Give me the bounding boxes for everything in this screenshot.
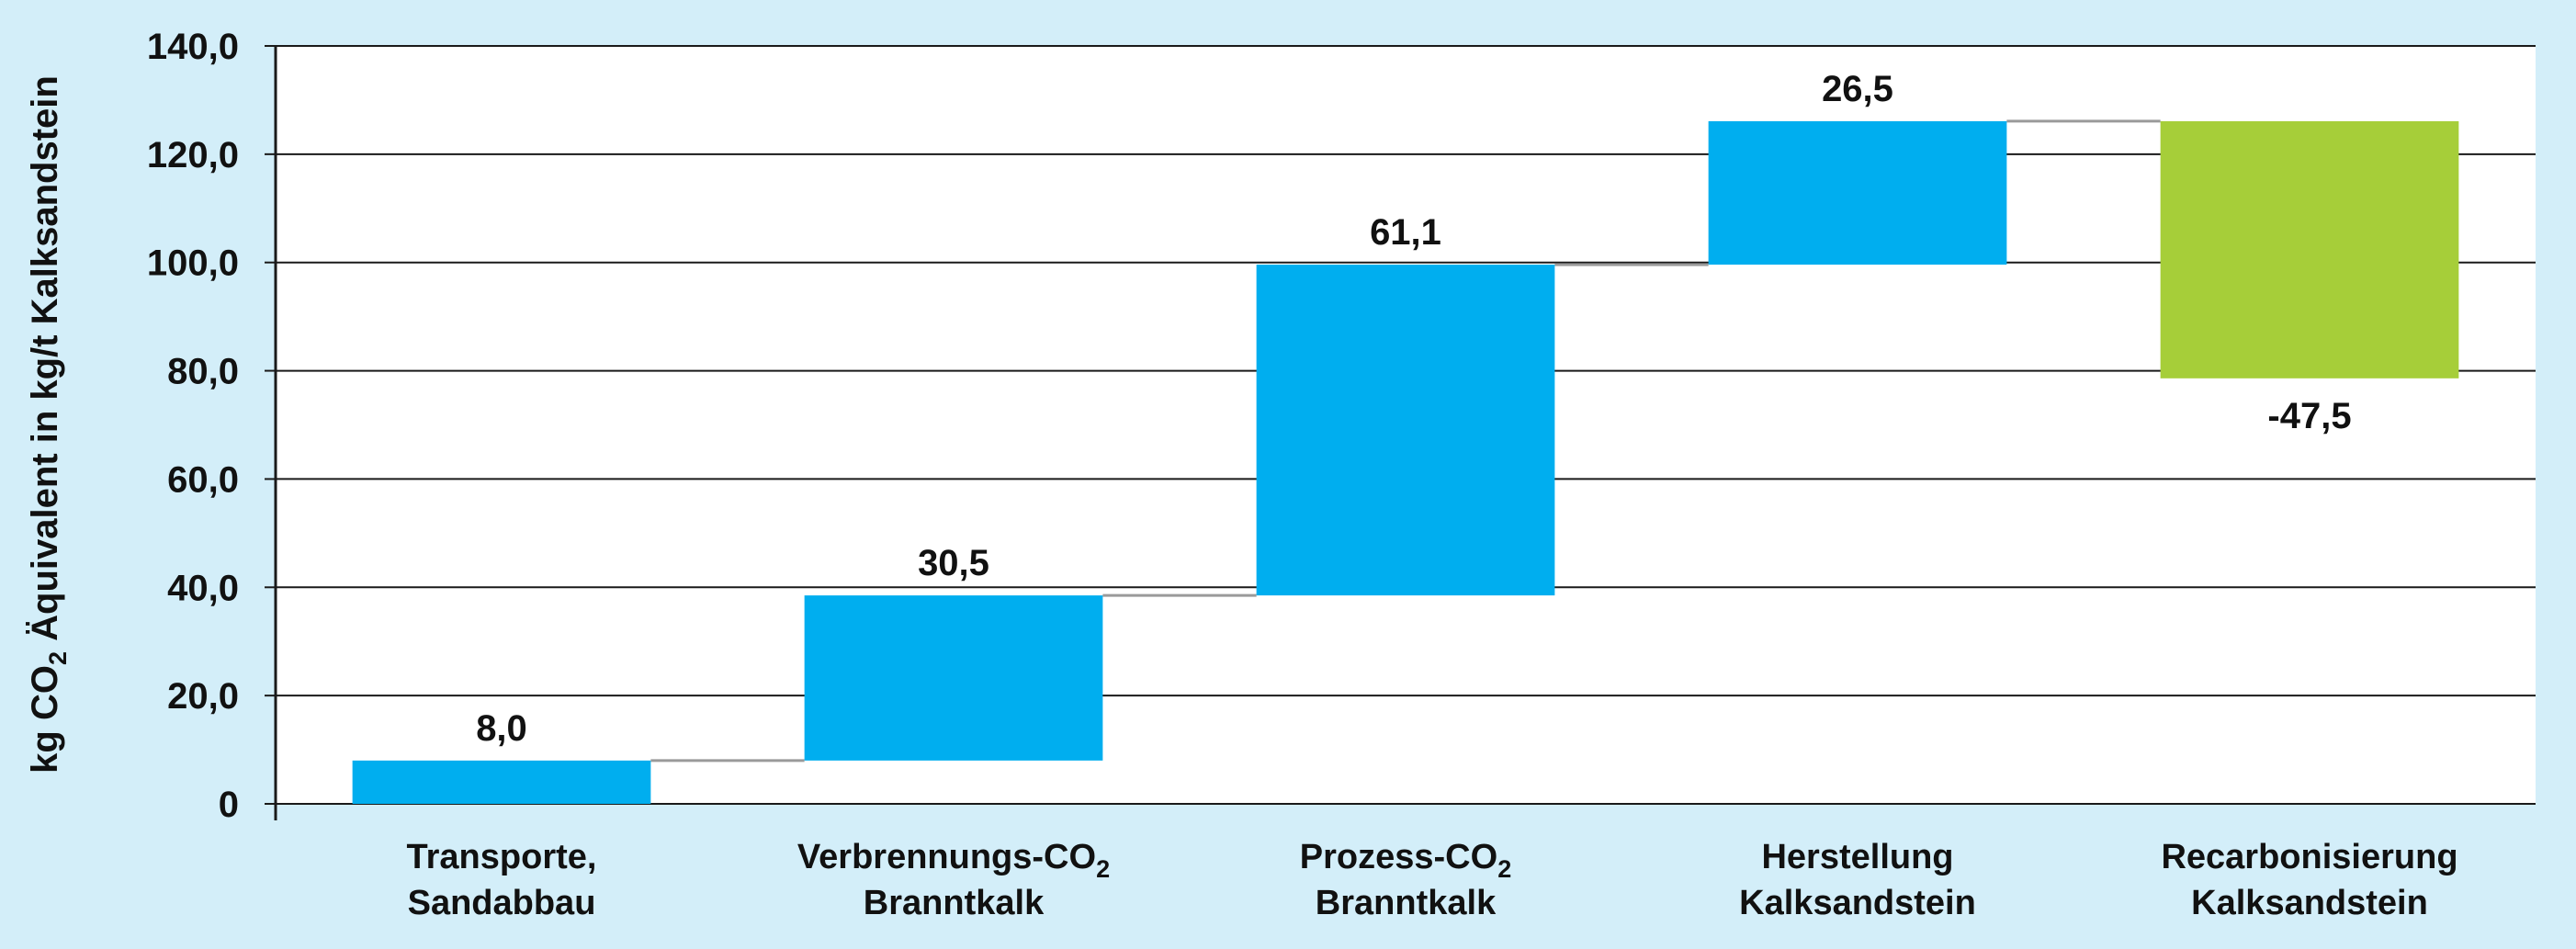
y-tick-label: 100,0 [147, 243, 239, 284]
value-labels: 8,0 30,5 61,1 26,5 -47,5 [476, 69, 2351, 749]
y-tick-label: 40,0 [167, 568, 239, 608]
category-label-line1: Transporte, [407, 838, 597, 876]
category-label-line1: Prozess-CO2 [1300, 838, 1511, 883]
y-tick-label: 0 [219, 785, 239, 825]
y-tick-label: 140,0 [147, 27, 239, 67]
value-label: -47,5 [2267, 396, 2351, 436]
waterfall-bar [804, 595, 1103, 761]
value-label: 61,1 [1370, 212, 1441, 253]
category-label-line2: Branntkalk [1316, 884, 1497, 922]
bars [352, 120, 2459, 804]
category-label-line2: Kalksandstein [1739, 884, 1976, 922]
category-label-line2: Branntkalk [864, 884, 1045, 922]
value-label: 8,0 [476, 708, 527, 749]
waterfall-bar [2160, 120, 2459, 378]
category-label-line1: Herstellung [1761, 838, 1953, 876]
y-axis-title: kg CO2 Äquivalent in kg/t Kalksandstein [25, 75, 72, 774]
value-label: 30,5 [918, 543, 989, 583]
category-labels: Transporte,SandabbauVerbrennungs-CO2Bran… [407, 838, 2458, 922]
waterfall-bar [352, 760, 651, 804]
y-axis-ticks: 0 20,0 40,0 60,0 80,0 100,0 120,0 140,0 [147, 27, 276, 825]
waterfall-bar [1708, 120, 2007, 265]
value-label: 26,5 [1822, 69, 1893, 109]
category-label-line1: Recarbonisierung [2161, 838, 2457, 876]
category-label-line2: Sandabbau [408, 884, 596, 922]
connector-lines [650, 119, 2161, 763]
y-tick-label: 60,0 [167, 459, 239, 500]
waterfall-bar [1256, 265, 1555, 596]
y-tick-label: 80,0 [167, 352, 239, 392]
y-tick-label: 20,0 [167, 676, 239, 717]
y-tick-label: 120,0 [147, 135, 239, 175]
category-label-line1: Verbrennungs-CO2 [797, 838, 1110, 883]
category-label-line2: Kalksandstein [2191, 884, 2428, 922]
